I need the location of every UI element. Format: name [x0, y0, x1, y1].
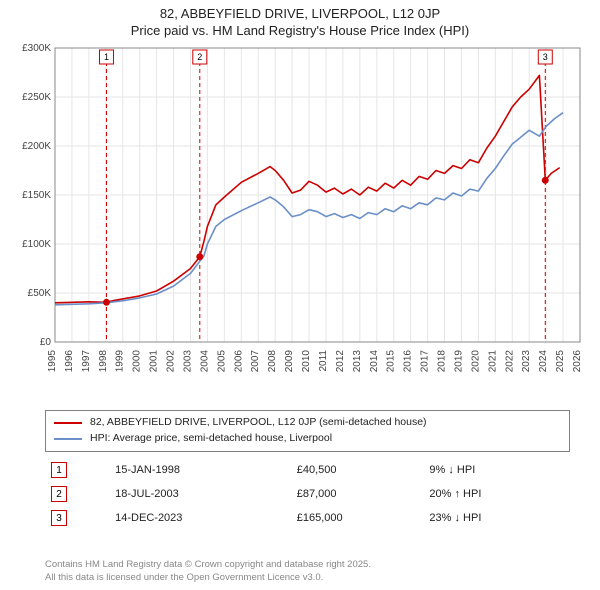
event-price: £87,000: [291, 482, 424, 506]
event-price: £165,000: [291, 506, 424, 530]
event-badge: 2: [51, 486, 67, 502]
svg-text:£150K: £150K: [22, 190, 51, 201]
svg-text:2004: 2004: [199, 350, 210, 373]
event-badge: 1: [51, 462, 67, 478]
svg-text:2020: 2020: [470, 350, 481, 373]
svg-text:2005: 2005: [216, 350, 227, 373]
chart-title-block: 82, ABBEYFIELD DRIVE, LIVERPOOL, L12 0JP…: [0, 0, 600, 42]
event-date: 18-JUL-2003: [109, 482, 291, 506]
svg-text:1: 1: [104, 52, 109, 62]
svg-text:£300K: £300K: [22, 43, 51, 54]
svg-text:2015: 2015: [386, 350, 397, 373]
chart-area: £0 £50K £100K £150K £200K £250K £300K 1995 1996 1…: [10, 42, 590, 402]
footer-line2: All this data is licensed under the Open…: [45, 572, 590, 584]
svg-text:2023: 2023: [521, 350, 532, 373]
svg-text:2007: 2007: [250, 350, 261, 373]
event-price: £40,500: [291, 458, 424, 482]
event-date: 14-DEC-2023: [109, 506, 291, 530]
svg-text:2017: 2017: [420, 350, 431, 373]
svg-text:1997: 1997: [81, 350, 92, 373]
svg-text:2: 2: [197, 52, 202, 62]
svg-text:2018: 2018: [437, 350, 448, 373]
svg-text:2002: 2002: [166, 350, 177, 373]
event-delta: 20% ↑ HPI: [423, 482, 570, 506]
svg-text:2026: 2026: [572, 350, 583, 373]
legend-swatch: [54, 438, 82, 440]
svg-text:2008: 2008: [267, 350, 278, 373]
legend-label: 82, ABBEYFIELD DRIVE, LIVERPOOL, L12 0JP…: [90, 415, 427, 431]
svg-text:2012: 2012: [335, 350, 346, 373]
price-chart: £0 £50K £100K £150K £200K £250K £300K 1995 1996 1…: [10, 42, 590, 402]
svg-text:£200K: £200K: [22, 141, 51, 152]
event-delta: 9% ↓ HPI: [423, 458, 570, 482]
svg-text:2001: 2001: [149, 350, 160, 373]
event-date: 15-JAN-1998: [109, 458, 291, 482]
footer-line1: Contains HM Land Registry data © Crown c…: [45, 559, 590, 571]
svg-text:1998: 1998: [98, 350, 109, 373]
legend-label: HPI: Average price, semi-detached house,…: [90, 431, 332, 447]
event-row: 3 14-DEC-2023 £165,000 23% ↓ HPI: [45, 506, 570, 530]
chart-title-line1: 82, ABBEYFIELD DRIVE, LIVERPOOL, L12 0JP: [10, 6, 590, 21]
svg-text:2021: 2021: [487, 350, 498, 373]
svg-text:2019: 2019: [453, 350, 464, 373]
svg-text:1995: 1995: [47, 350, 58, 373]
svg-text:2000: 2000: [132, 350, 143, 373]
event-badge: 3: [51, 510, 67, 526]
svg-text:2003: 2003: [182, 350, 193, 373]
svg-text:1999: 1999: [115, 350, 126, 373]
svg-text:2025: 2025: [555, 350, 566, 373]
event-delta: 23% ↓ HPI: [423, 506, 570, 530]
svg-text:2006: 2006: [233, 350, 244, 373]
svg-text:3: 3: [543, 52, 548, 62]
svg-text:£0: £0: [40, 337, 52, 348]
svg-text:2022: 2022: [504, 350, 515, 373]
event-row: 1 15-JAN-1998 £40,500 9% ↓ HPI: [45, 458, 570, 482]
svg-text:1996: 1996: [64, 350, 75, 373]
event-row: 2 18-JUL-2003 £87,000 20% ↑ HPI: [45, 482, 570, 506]
chart-title-line2: Price paid vs. HM Land Registry's House …: [10, 23, 590, 38]
svg-text:2011: 2011: [318, 350, 329, 372]
svg-text:2024: 2024: [538, 350, 549, 373]
svg-text:2014: 2014: [369, 350, 380, 373]
legend: 82, ABBEYFIELD DRIVE, LIVERPOOL, L12 0JP…: [45, 410, 570, 452]
svg-text:£50K: £50K: [28, 288, 52, 299]
footer-attribution: Contains HM Land Registry data © Crown c…: [45, 559, 590, 584]
svg-text:£250K: £250K: [22, 92, 51, 103]
svg-text:2016: 2016: [403, 350, 414, 373]
svg-text:2009: 2009: [284, 350, 295, 373]
svg-text:2013: 2013: [352, 350, 363, 373]
events-table: 1 15-JAN-1998 £40,500 9% ↓ HPI 2 18-JUL-…: [45, 458, 570, 530]
legend-swatch: [54, 422, 82, 424]
legend-item: HPI: Average price, semi-detached house,…: [54, 431, 561, 447]
svg-text:£100K: £100K: [22, 239, 51, 250]
svg-text:2010: 2010: [301, 350, 312, 373]
legend-item: 82, ABBEYFIELD DRIVE, LIVERPOOL, L12 0JP…: [54, 415, 561, 431]
